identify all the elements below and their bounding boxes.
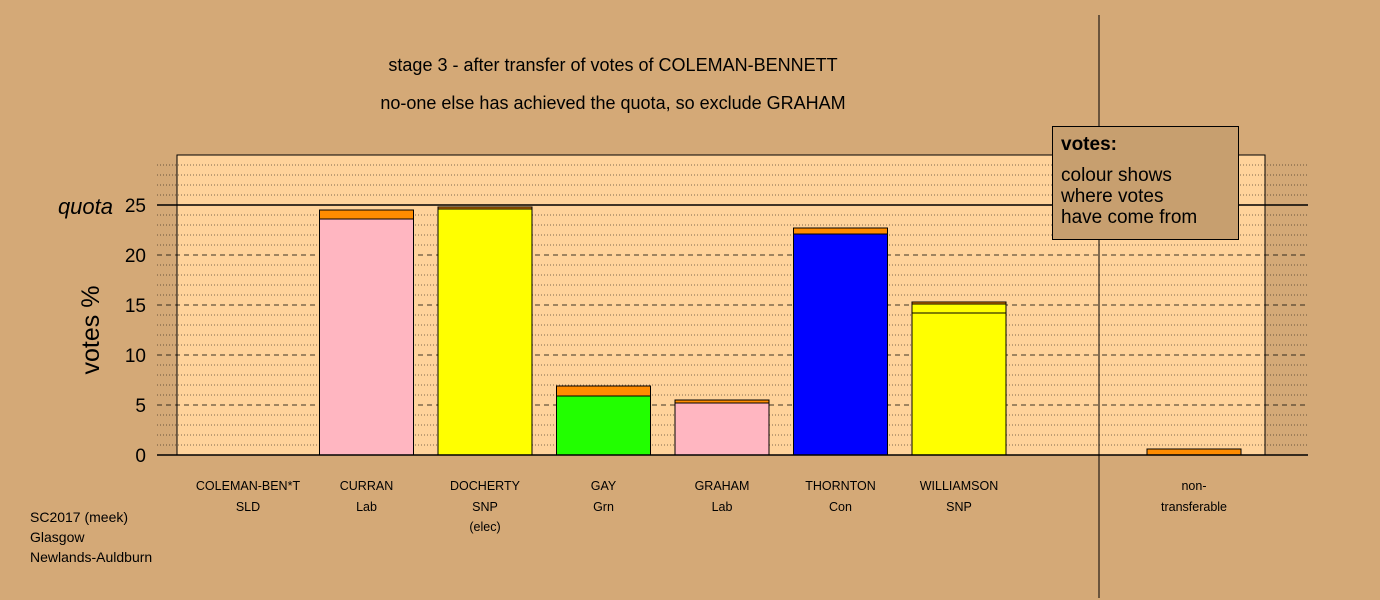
party-label: Grn (593, 500, 614, 514)
bar-segment (319, 209, 414, 220)
legend-line: have come from (1061, 207, 1198, 228)
y-tick-label: 25 (125, 196, 146, 217)
bar-segment (911, 303, 1007, 314)
bar-segment (319, 218, 414, 456)
party-label: SNP (946, 500, 972, 514)
y-tick-label: 5 (135, 396, 146, 417)
bar-segment (674, 402, 770, 456)
bars (319, 206, 1242, 456)
y-axis-label: votes % (77, 286, 105, 375)
bar-segment (793, 233, 888, 456)
nontransferable-label: transferable (1161, 500, 1227, 514)
candidate-name-label: WILLIAMSON (920, 479, 999, 493)
footer-ward: Newlands-Auldburn (30, 549, 153, 565)
bar-segment (556, 385, 651, 397)
y-tick-label: 20 (125, 246, 146, 267)
party-label: SNP (472, 500, 498, 514)
chart-title: stage 3 - after transfer of votes of COL… (388, 55, 838, 75)
candidate-name-label: GAY (591, 479, 617, 493)
party-label: Lab (356, 500, 377, 514)
footer-council: Glasgow (30, 529, 85, 545)
bar-segment (674, 399, 770, 404)
y-tick-label: 15 (125, 296, 146, 317)
candidate-name-label: COLEMAN-BEN*T (196, 479, 301, 493)
status-label: (elec) (469, 520, 500, 534)
bar-segment (556, 395, 651, 456)
quota-label: quota (58, 194, 113, 219)
candidate-name-label: DOCHERTY (450, 479, 521, 493)
bar-segment (911, 301, 1007, 305)
footer-election: SC2017 (meek) (30, 509, 129, 525)
bar-segment (437, 206, 533, 210)
candidate-name-label: GRAHAM (695, 479, 750, 493)
bar-segment (911, 312, 1007, 456)
party-label: SLD (236, 500, 260, 514)
legend-title: votes: (1061, 134, 1117, 155)
candidate-name-label: CURRAN (340, 479, 393, 493)
y-tick-labels: 0 5 10 15 20 25 (125, 196, 146, 467)
candidate-name-label: THORNTON (805, 479, 876, 493)
bar-segment (793, 227, 888, 235)
party-label: Con (829, 500, 852, 514)
x-axis-labels: COLEMAN-BEN*T SLD CURRAN Lab DOCHERTY SNP (ele… (196, 479, 1227, 534)
party-label: Lab (712, 500, 733, 514)
legend-box: votes: colour shows where votes have com… (1052, 126, 1239, 240)
legend-line: where votes (1061, 186, 1164, 207)
bar-segment (437, 208, 533, 456)
nontransferable-bar (1146, 448, 1242, 456)
y-tick-label: 0 (135, 446, 146, 467)
legend-line: colour shows (1061, 165, 1172, 186)
y-tick-label: 10 (125, 346, 146, 367)
nontransferable-label: non- (1181, 479, 1206, 493)
chart-subtitle: no-one else has achieved the quota, so e… (380, 93, 846, 113)
